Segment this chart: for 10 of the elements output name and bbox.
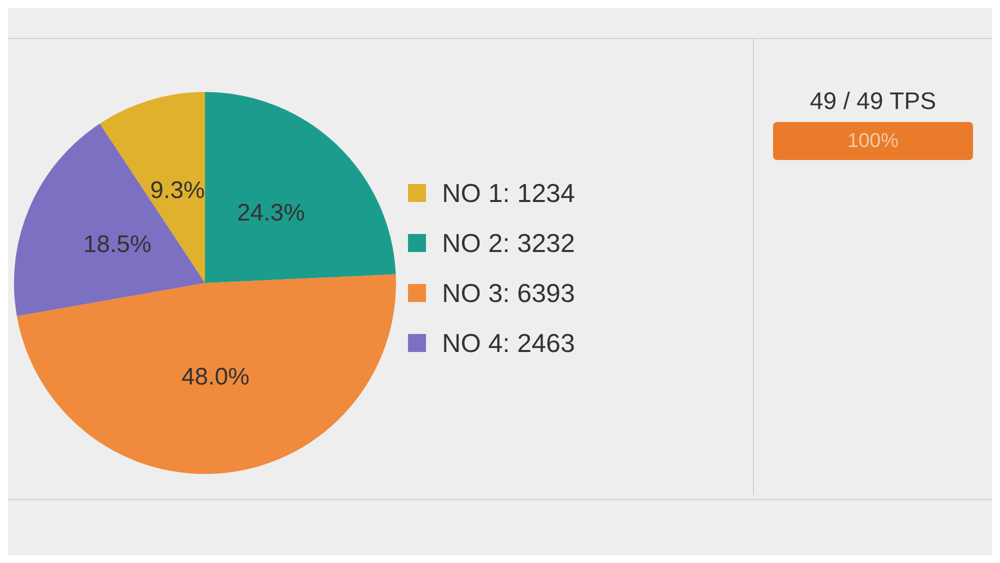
legend-label: NO 4: 2463 (442, 328, 575, 358)
legend-label: NO 2: 3232 (442, 228, 575, 258)
text: 49 / 49 TPS (808, 88, 938, 116)
data-label: 9.3% (150, 177, 205, 204)
data-label: 18.5% (83, 230, 152, 258)
data-label: 48.0% (181, 364, 250, 391)
data-label: 24.3% (236, 200, 306, 227)
legend-label: NO 3: 6393 (442, 278, 575, 308)
legend-label: NO 1: 1234 (442, 178, 575, 208)
progress-meter: 100% (773, 122, 973, 160)
